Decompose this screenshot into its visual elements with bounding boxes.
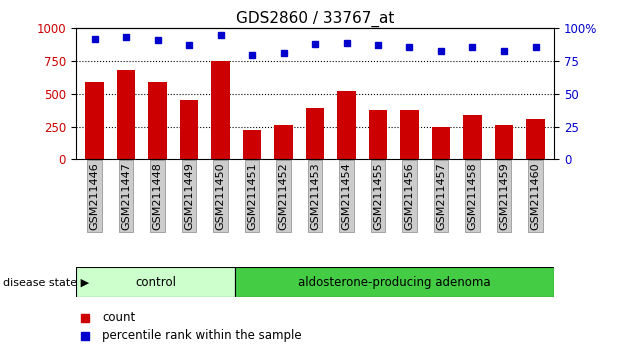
Bar <box>274 125 293 159</box>
Bar <box>400 109 419 159</box>
Bar <box>243 131 261 159</box>
Text: percentile rank within the sample: percentile rank within the sample <box>102 329 302 342</box>
Bar <box>76 267 235 297</box>
Text: control: control <box>135 276 176 289</box>
Bar <box>526 119 545 159</box>
Bar <box>495 125 513 159</box>
Bar <box>211 61 230 159</box>
Text: aldosterone-producing adenoma: aldosterone-producing adenoma <box>299 276 491 289</box>
Bar <box>180 101 198 159</box>
Bar <box>306 108 324 159</box>
Bar <box>85 82 104 159</box>
Bar <box>235 267 554 297</box>
Title: GDS2860 / 33767_at: GDS2860 / 33767_at <box>236 11 394 27</box>
Bar <box>148 82 167 159</box>
Text: disease state ▶: disease state ▶ <box>3 277 89 287</box>
Bar <box>117 70 135 159</box>
Bar <box>463 115 482 159</box>
Bar <box>432 126 450 159</box>
Bar <box>369 109 387 159</box>
Bar <box>337 91 356 159</box>
Text: count: count <box>102 312 135 324</box>
